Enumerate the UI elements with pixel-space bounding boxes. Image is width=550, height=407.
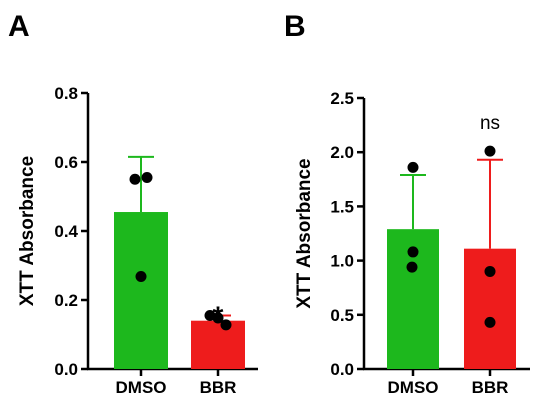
- x-category-label: BBR: [472, 378, 509, 397]
- data-point: [484, 265, 496, 277]
- y-tick-label: 0.6: [54, 153, 78, 172]
- panel-letter: A: [8, 10, 30, 43]
- y-tick-label: 0.4: [54, 222, 78, 241]
- x-category-label: DMSO: [388, 378, 439, 397]
- x-category-label: DMSO: [116, 378, 167, 397]
- y-tick-label: 0.0: [54, 360, 78, 379]
- y-axis-title: XTT Absorbance: [294, 158, 315, 308]
- data-point: [484, 145, 496, 157]
- y-tick-label: 0.2: [54, 291, 78, 310]
- y-tick-label: 2.5: [330, 89, 354, 108]
- data-point: [141, 172, 153, 184]
- data-point: [406, 261, 418, 273]
- x-category-label: BBR: [200, 378, 237, 397]
- significance-annotation: *: [213, 301, 224, 332]
- y-tick-label: 2.0: [330, 143, 354, 162]
- data-point: [407, 161, 419, 173]
- panel-letter: B: [284, 10, 306, 43]
- data-point: [212, 312, 224, 324]
- data-point: [484, 316, 496, 328]
- panel-b: B XTT Absorbance 0.0 0.5 1.0 1.5 2.0 2.5 DMSO BBR…: [284, 10, 530, 397]
- y-tick-label: 1.5: [330, 197, 354, 216]
- data-point: [129, 173, 141, 185]
- data-point: [135, 271, 147, 283]
- data-point: [407, 246, 419, 258]
- bar-bbr: [191, 320, 245, 369]
- data-point: [220, 319, 232, 331]
- y-tick-label: 0.0: [330, 360, 354, 379]
- bar-dmso: [114, 212, 168, 369]
- y-tick-label: 0.5: [330, 306, 354, 325]
- y-tick-label: 1.0: [330, 252, 354, 271]
- panel-a: A XTT Absorbance 0.0 0.2 0.4 0.6 0.8 DMSO BBR *: [8, 10, 258, 397]
- y-tick-label: 0.8: [54, 84, 78, 103]
- significance-annotation: ns: [480, 113, 500, 134]
- y-axis-title: XTT Absorbance: [17, 156, 38, 306]
